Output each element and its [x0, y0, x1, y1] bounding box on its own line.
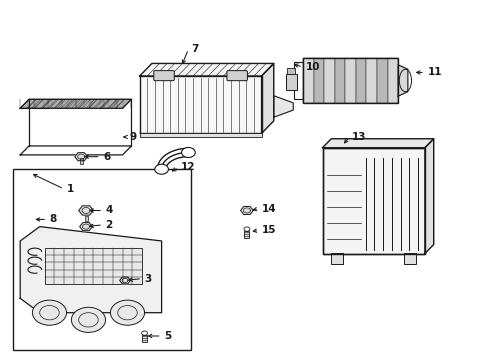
- Text: 1: 1: [66, 184, 74, 194]
- Bar: [345, 58, 355, 103]
- Bar: [80, 158, 82, 164]
- Polygon shape: [120, 277, 130, 284]
- Polygon shape: [20, 146, 131, 155]
- Bar: [355, 58, 366, 103]
- Text: 8: 8: [49, 215, 57, 224]
- Polygon shape: [20, 226, 161, 313]
- FancyBboxPatch shape: [226, 71, 247, 81]
- Bar: [322, 148, 424, 253]
- Bar: [287, 68, 295, 74]
- Text: 4: 4: [105, 206, 113, 216]
- Polygon shape: [80, 222, 92, 231]
- Circle shape: [155, 164, 168, 174]
- Text: 13: 13: [351, 132, 366, 142]
- Bar: [244, 230, 249, 238]
- Bar: [313, 58, 324, 103]
- Bar: [322, 148, 424, 253]
- Circle shape: [71, 307, 105, 332]
- Text: 14: 14: [261, 204, 276, 214]
- Text: 12: 12: [181, 162, 195, 172]
- Polygon shape: [20, 99, 131, 108]
- Bar: [285, 74, 296, 90]
- Bar: [294, 62, 303, 99]
- Polygon shape: [140, 63, 273, 76]
- Circle shape: [110, 300, 144, 325]
- Bar: [140, 133, 261, 137]
- Polygon shape: [322, 139, 433, 148]
- Text: 11: 11: [427, 67, 441, 77]
- Text: 7: 7: [190, 44, 198, 54]
- Polygon shape: [424, 139, 433, 253]
- Circle shape: [32, 300, 66, 325]
- Bar: [13, 169, 190, 350]
- Text: 2: 2: [105, 220, 113, 230]
- Text: 15: 15: [261, 225, 276, 235]
- Bar: [376, 58, 387, 103]
- Text: 6: 6: [103, 152, 110, 162]
- Bar: [387, 58, 397, 103]
- Bar: [303, 58, 313, 103]
- Polygon shape: [240, 206, 253, 215]
- Bar: [404, 253, 415, 264]
- Bar: [334, 58, 345, 103]
- Polygon shape: [79, 206, 93, 215]
- FancyBboxPatch shape: [154, 71, 174, 81]
- Bar: [330, 253, 342, 264]
- Bar: [303, 58, 397, 103]
- Bar: [44, 248, 142, 284]
- Bar: [142, 334, 147, 342]
- Circle shape: [181, 148, 195, 157]
- Polygon shape: [140, 76, 261, 134]
- Polygon shape: [273, 96, 293, 117]
- Bar: [366, 58, 376, 103]
- Text: 3: 3: [144, 274, 151, 284]
- Polygon shape: [397, 65, 407, 96]
- Text: 10: 10: [305, 62, 319, 72]
- Bar: [324, 58, 334, 103]
- Text: 9: 9: [130, 132, 137, 142]
- Text: 5: 5: [163, 331, 171, 341]
- Bar: [84, 216, 88, 221]
- Polygon shape: [261, 63, 273, 134]
- Polygon shape: [75, 153, 87, 161]
